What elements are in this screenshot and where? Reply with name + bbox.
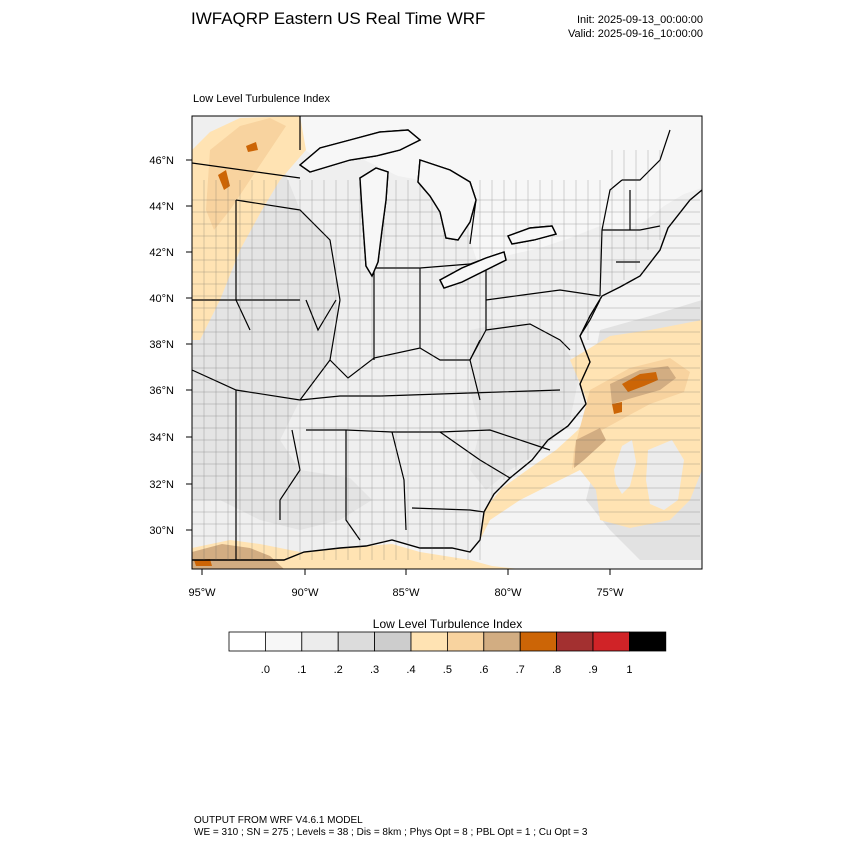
map-area (192, 116, 702, 569)
lon-label: 95°W (188, 587, 216, 599)
colorbar-tick-label: .0 (261, 664, 270, 676)
colorbar-swatch (483, 631, 521, 652)
grey-zone-east (470, 320, 580, 490)
run-info: Init: 2025-09-13_00:00:00 Valid: 2025-09… (568, 13, 703, 41)
colorbar-swatch (446, 631, 485, 652)
lat-label: 40°N (149, 293, 174, 305)
lat-axis: 46°N 44°N 42°N 40°N 38°N 36°N 34°N 32°N … (149, 155, 192, 537)
coastline (192, 189, 702, 561)
lon-axis: 95°W 90°W 85°W 80°W 75°W (188, 569, 624, 599)
lake-erie-mask (439, 251, 507, 289)
lat-label: 44°N (149, 201, 174, 213)
turbulence-zone-gulf-strong (192, 544, 284, 569)
canada-land (300, 116, 702, 270)
turbulence-zone-gulf-max (194, 559, 212, 566)
colorbar-tick-label: .8 (552, 664, 561, 676)
lon-label: 85°W (392, 587, 420, 599)
lake-huron-mask (417, 159, 477, 241)
map-frame (191, 115, 703, 570)
colorbar-swatch (337, 631, 376, 652)
colorbar-tick-label: 1 (626, 664, 632, 676)
colorbar-tick-label: .6 (479, 664, 488, 676)
lon-label: 75°W (596, 587, 624, 599)
page-title: IWFAQRP Eastern US Real Time WRF (191, 9, 486, 28)
turbulence-zone-nw-max (218, 142, 258, 190)
colorbar-tick-label: .5 (443, 664, 452, 676)
colorbar-tick-label: .4 (406, 664, 415, 676)
colorbar-swatch (374, 631, 412, 652)
lat-label: 34°N (149, 432, 174, 444)
lat-label: 46°N (149, 155, 174, 167)
lat-label: 32°N (149, 479, 174, 491)
colorbar-tick-label: .9 (588, 664, 597, 676)
footer-line-1: OUTPUT FROM WRF V4.6.1 MODEL (194, 815, 363, 826)
valid-time: Valid: 2025-09-16_10:00:00 (568, 28, 703, 40)
colorbar-tick-label: .2 (334, 664, 343, 676)
colorbar-swatch (228, 631, 266, 652)
lon-label: 80°W (494, 587, 522, 599)
lake-ontario-mask (507, 225, 558, 245)
colorbar: .0 .1 .2 .3 .4 .5 .6 .7 .8 .9 1 (228, 631, 667, 676)
turbulence-zone-atlantic-max (612, 372, 658, 414)
colorbar-swatch (519, 631, 558, 652)
init-time: Init: 2025-09-13_00:00:00 (577, 14, 703, 26)
field-label: Low Level Turbulence Index (193, 93, 330, 105)
lat-label: 38°N (149, 339, 174, 351)
lake-michigan-mask (359, 167, 389, 278)
colorbar-swatch (264, 631, 303, 652)
lat-label: 30°N (149, 525, 174, 537)
lat-label: 36°N (149, 385, 174, 397)
lon-label: 90°W (291, 587, 319, 599)
colorbar-swatch (410, 631, 448, 652)
turbulence-zone-nw-core (206, 118, 286, 230)
lake-superior-mask (298, 129, 422, 173)
colorbar-tick-label: .7 (516, 664, 525, 676)
turbulence-zone-atlantic-strong (574, 366, 676, 468)
footer-line-2: WE = 310 ; SN = 275 ; Levels = 38 ; Dis … (194, 827, 588, 838)
colorbar-tick-label: .3 (370, 664, 379, 676)
atlantic-eddy (614, 440, 684, 510)
model-footer: OUTPUT FROM WRF V4.6.1 MODEL WE = 310 ; … (194, 815, 587, 839)
colorbar-swatch (629, 631, 667, 652)
lat-label: 42°N (149, 247, 174, 259)
colorbar-swatch (301, 631, 339, 652)
colorbar-swatch (556, 631, 594, 652)
colorbar-title: Low Level Turbulence Index (372, 617, 523, 631)
colorbar-swatch (592, 631, 630, 652)
colorbar-tick-label: .1 (297, 664, 306, 676)
